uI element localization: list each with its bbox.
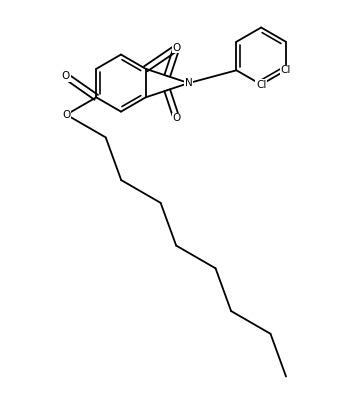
Text: O: O (172, 114, 181, 123)
Text: O: O (62, 71, 70, 81)
Text: N: N (185, 78, 193, 88)
Text: O: O (172, 43, 181, 53)
Text: Cl: Cl (256, 80, 266, 90)
Text: Cl: Cl (281, 65, 291, 75)
Text: O: O (62, 109, 70, 120)
